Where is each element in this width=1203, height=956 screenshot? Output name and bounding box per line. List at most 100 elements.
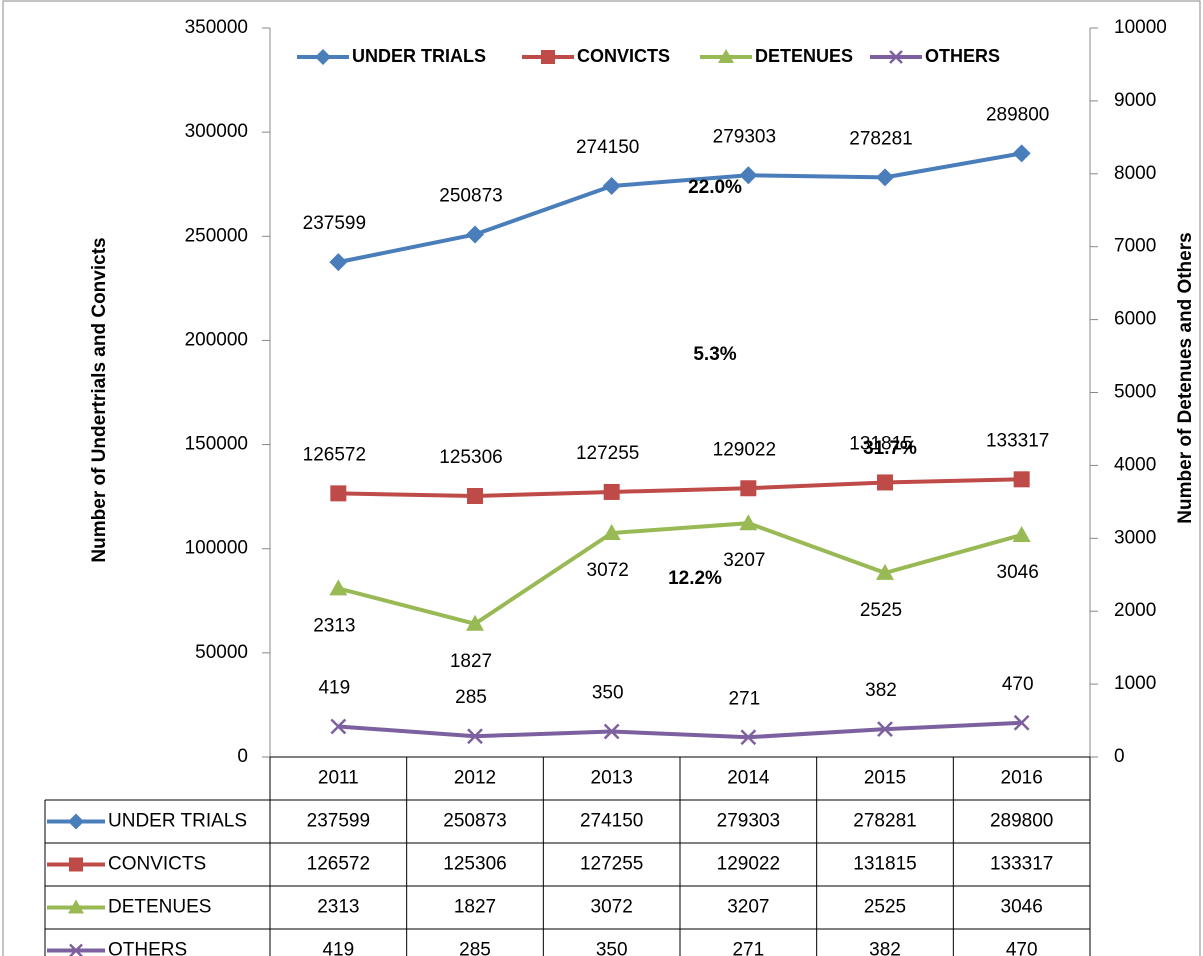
marker [68,813,84,830]
marker [740,480,757,497]
marker [1013,714,1030,731]
data-label: 350 [592,683,624,704]
table-row-label: CONVICTS [108,854,206,875]
marker [603,723,620,740]
table-cell: 350 [596,940,628,956]
marker [1013,471,1030,488]
y-tick-label: 0 [237,746,248,767]
marker [718,49,734,63]
marker [329,253,348,272]
y-tick-label: 250000 [185,225,248,246]
table-cell: 3046 [1001,897,1043,918]
series-line [337,521,1023,626]
data-label: 129022 [713,439,776,460]
data-label: 419 [318,677,350,698]
x-tick-label: 2012 [454,768,496,789]
data-label: 3207 [723,550,765,571]
y2-tick-label: 6000 [1114,309,1156,330]
table-cell: 3072 [591,897,633,918]
data-label: 2525 [860,600,902,621]
table-cell: 1827 [454,897,496,918]
x-tick-label: 2015 [864,768,906,789]
data-label: 250873 [439,185,502,206]
data-label: 279303 [713,126,776,147]
y2-tick-label: 2000 [1114,600,1156,621]
table-cell: 2525 [864,897,906,918]
x-tick-label: 2013 [591,768,633,789]
marker [467,728,483,745]
y2-tick-label: 5000 [1114,382,1156,403]
y-axis-title: Number of Undertrials and Convicts [89,237,110,562]
y2-tick-label: 1000 [1114,673,1156,694]
table-cell: 129022 [717,854,780,875]
x-tick-label: 2014 [727,768,770,789]
table-cell: 126572 [307,854,370,875]
data-label: 127255 [576,443,639,464]
data-label: 3072 [587,560,629,581]
y-tick-label: 100000 [185,538,248,559]
y-tick-label: 200000 [185,329,248,350]
table-cell: 271 [732,940,764,956]
data-label: 289800 [986,104,1049,125]
table-cell: 289800 [990,811,1053,832]
table-row-label: DETENUES [108,897,211,918]
marker [876,168,894,187]
y2-tick-label: 4000 [1114,454,1156,475]
marker [466,614,484,631]
data-label: 271 [728,688,760,709]
marker [330,718,347,735]
series-line [337,151,1023,265]
legend-label: UNDER TRIALS [352,46,486,66]
table-cell: 250873 [443,811,506,832]
table-cell: 419 [322,940,354,956]
y-tick-label: 50000 [195,642,248,663]
marker [602,524,621,541]
marker [739,166,758,185]
marker [329,579,348,596]
legend-label: OTHERS [925,46,1000,66]
data-label: 382 [865,680,897,701]
table-cell: 3207 [727,897,769,918]
marker [1012,525,1031,542]
y2-tick-label: 9000 [1114,90,1156,111]
marker [541,50,555,64]
marker [603,483,620,500]
data-label: 237599 [303,213,366,234]
y2-tick-label: 0 [1114,746,1125,767]
data-label: 133317 [986,430,1049,451]
annotation: 5.3% [693,344,736,365]
table-cell: 237599 [307,811,370,832]
annotation: 12.2% [668,568,722,589]
marker [69,857,83,872]
y2-axis-title: Number of Detenues and Others [1175,232,1196,523]
x-tick-label: 2011 [318,768,359,789]
marker [877,474,893,491]
table-cell: 125306 [443,854,506,875]
data-label: 131815 [849,433,912,454]
table-cell: 470 [1006,940,1038,956]
y2-tick-label: 3000 [1114,527,1156,548]
marker [889,50,903,64]
data-label: 470 [1002,674,1034,695]
marker [330,485,347,502]
table-cell: 279303 [717,811,780,832]
y2-tick-label: 7000 [1114,236,1156,257]
y2-tick-label: 10000 [1114,17,1167,38]
table-row-label: OTHERS [108,940,187,956]
table-cell: 133317 [990,854,1053,875]
data-label: 278281 [849,128,912,149]
marker [1012,144,1031,163]
annotation: 31.7% [863,438,917,459]
data-label: 125306 [439,447,502,468]
table-cell: 278281 [853,811,916,832]
marker [467,488,483,505]
table-cell: 285 [459,940,491,956]
data-label: 1827 [450,651,492,672]
y2-tick-label: 8000 [1114,163,1156,184]
table-cell: 382 [869,940,901,956]
marker [68,899,84,914]
y-tick-label: 150000 [185,434,248,455]
y-tick-label: 300000 [185,121,248,142]
y-tick-label: 350000 [185,17,248,38]
